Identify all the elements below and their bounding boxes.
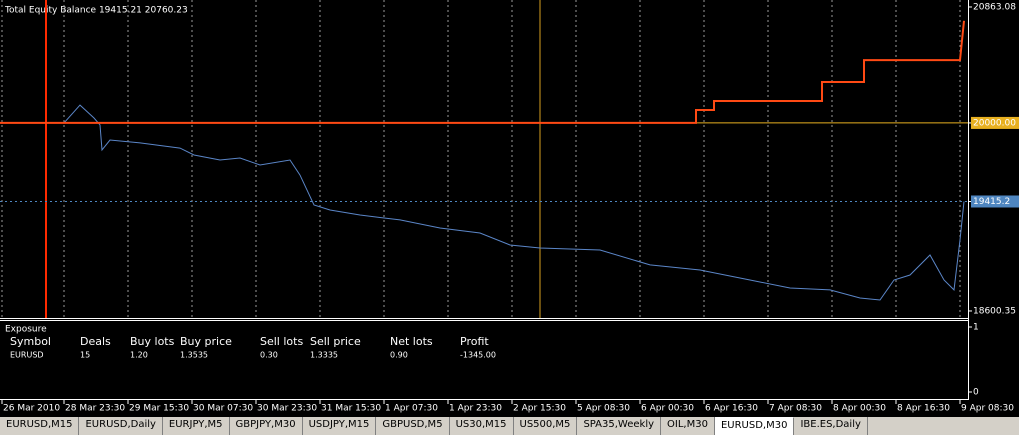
x-tick-label: 8 Apr 16:30 [897,404,950,414]
tab[interactable]: GBPUSD,M5 [376,417,450,435]
tab[interactable]: US30,M15 [450,417,514,435]
chart: Total Equity Balance 19415.21 20760.23 E… [0,0,1019,417]
y-tick-label: 1 [973,323,979,333]
cell: 0.90 [390,351,408,360]
column-header: Buy lots [130,335,175,348]
cell: 15 [80,351,90,360]
cell: -1345.00 [460,351,496,360]
y-tick-label: 20000.00 [973,118,1016,128]
column-header: Sell lots [260,335,303,348]
column-header: Profit [460,335,489,348]
y-tick-label: 0 [973,388,979,398]
price-label-bg [971,116,1019,129]
background [0,0,1019,417]
tab-bar: EURUSD,M15 EURUSD,Daily EURJPY,M5 GBPJPY,M3… [0,417,1019,435]
tab[interactable]: OIL,M30 [661,417,715,435]
tab[interactable]: EURJPY,M5 [163,417,230,435]
tab[interactable]: USDJPY,M15 [303,417,377,435]
cell: 1.3335 [310,351,338,360]
panel-title: Exposure [5,325,47,335]
x-tick-label: 8 Apr 00:30 [833,404,886,414]
y-tick-label: 20863.08 [973,2,1016,12]
tab[interactable]: EURUSD,Daily [79,417,163,435]
x-tick-label: 6 Apr 16:30 [705,404,758,414]
x-tick-label: 30 Mar 23:30 [257,404,317,414]
cell: 0.30 [260,351,278,360]
tab[interactable]: GBPJPY,M30 [230,417,303,435]
cell: 1.20 [130,351,148,360]
series-line [0,20,965,124]
tab[interactable]: EURUSD,M15 [0,417,80,435]
column-header: Symbol [10,335,51,348]
chart-title: Total Equity Balance 19415.21 20760.23 [4,6,188,16]
tab[interactable]: EURUSD,M30 [714,417,795,435]
x-tick-label: 6 Apr 00:30 [641,404,694,414]
x-tick-label: 1 Apr 23:30 [449,404,502,414]
cell: EURUSD [10,351,44,360]
tab[interactable]: US500,M5 [514,417,578,435]
cell: 1.3535 [180,351,208,360]
column-header: Deals [80,335,111,348]
x-tick-label: 31 Mar 15:30 [321,404,381,414]
y-tick-label: 18600.35 [973,306,1016,316]
x-tick-label: 28 Mar 23:30 [65,404,125,414]
column-header: Buy price [180,335,232,348]
x-tick-label: 7 Apr 08:30 [769,404,822,414]
y-tick-label: 19415.2 [973,197,1010,207]
column-header: Net lots [390,335,433,348]
column-header: Sell price [310,335,361,348]
x-tick-label: 9 Apr 08:30 [961,404,1014,414]
x-tick-label: 2 Apr 15:30 [513,404,566,414]
tab[interactable]: IBE.ES,Daily [794,417,868,435]
x-tick-label: 1 Apr 07:30 [385,404,438,414]
tab[interactable]: SPA35,Weekly [577,417,662,435]
series-line [63,104,965,301]
x-tick-label: 30 Mar 07:30 [193,404,253,414]
x-tick-label: 29 Mar 15:30 [129,404,189,414]
price-label-bg [971,195,1019,208]
x-tick-label: 5 Apr 08:30 [577,404,630,414]
x-tick-label: 26 Mar 2010 [3,404,60,414]
